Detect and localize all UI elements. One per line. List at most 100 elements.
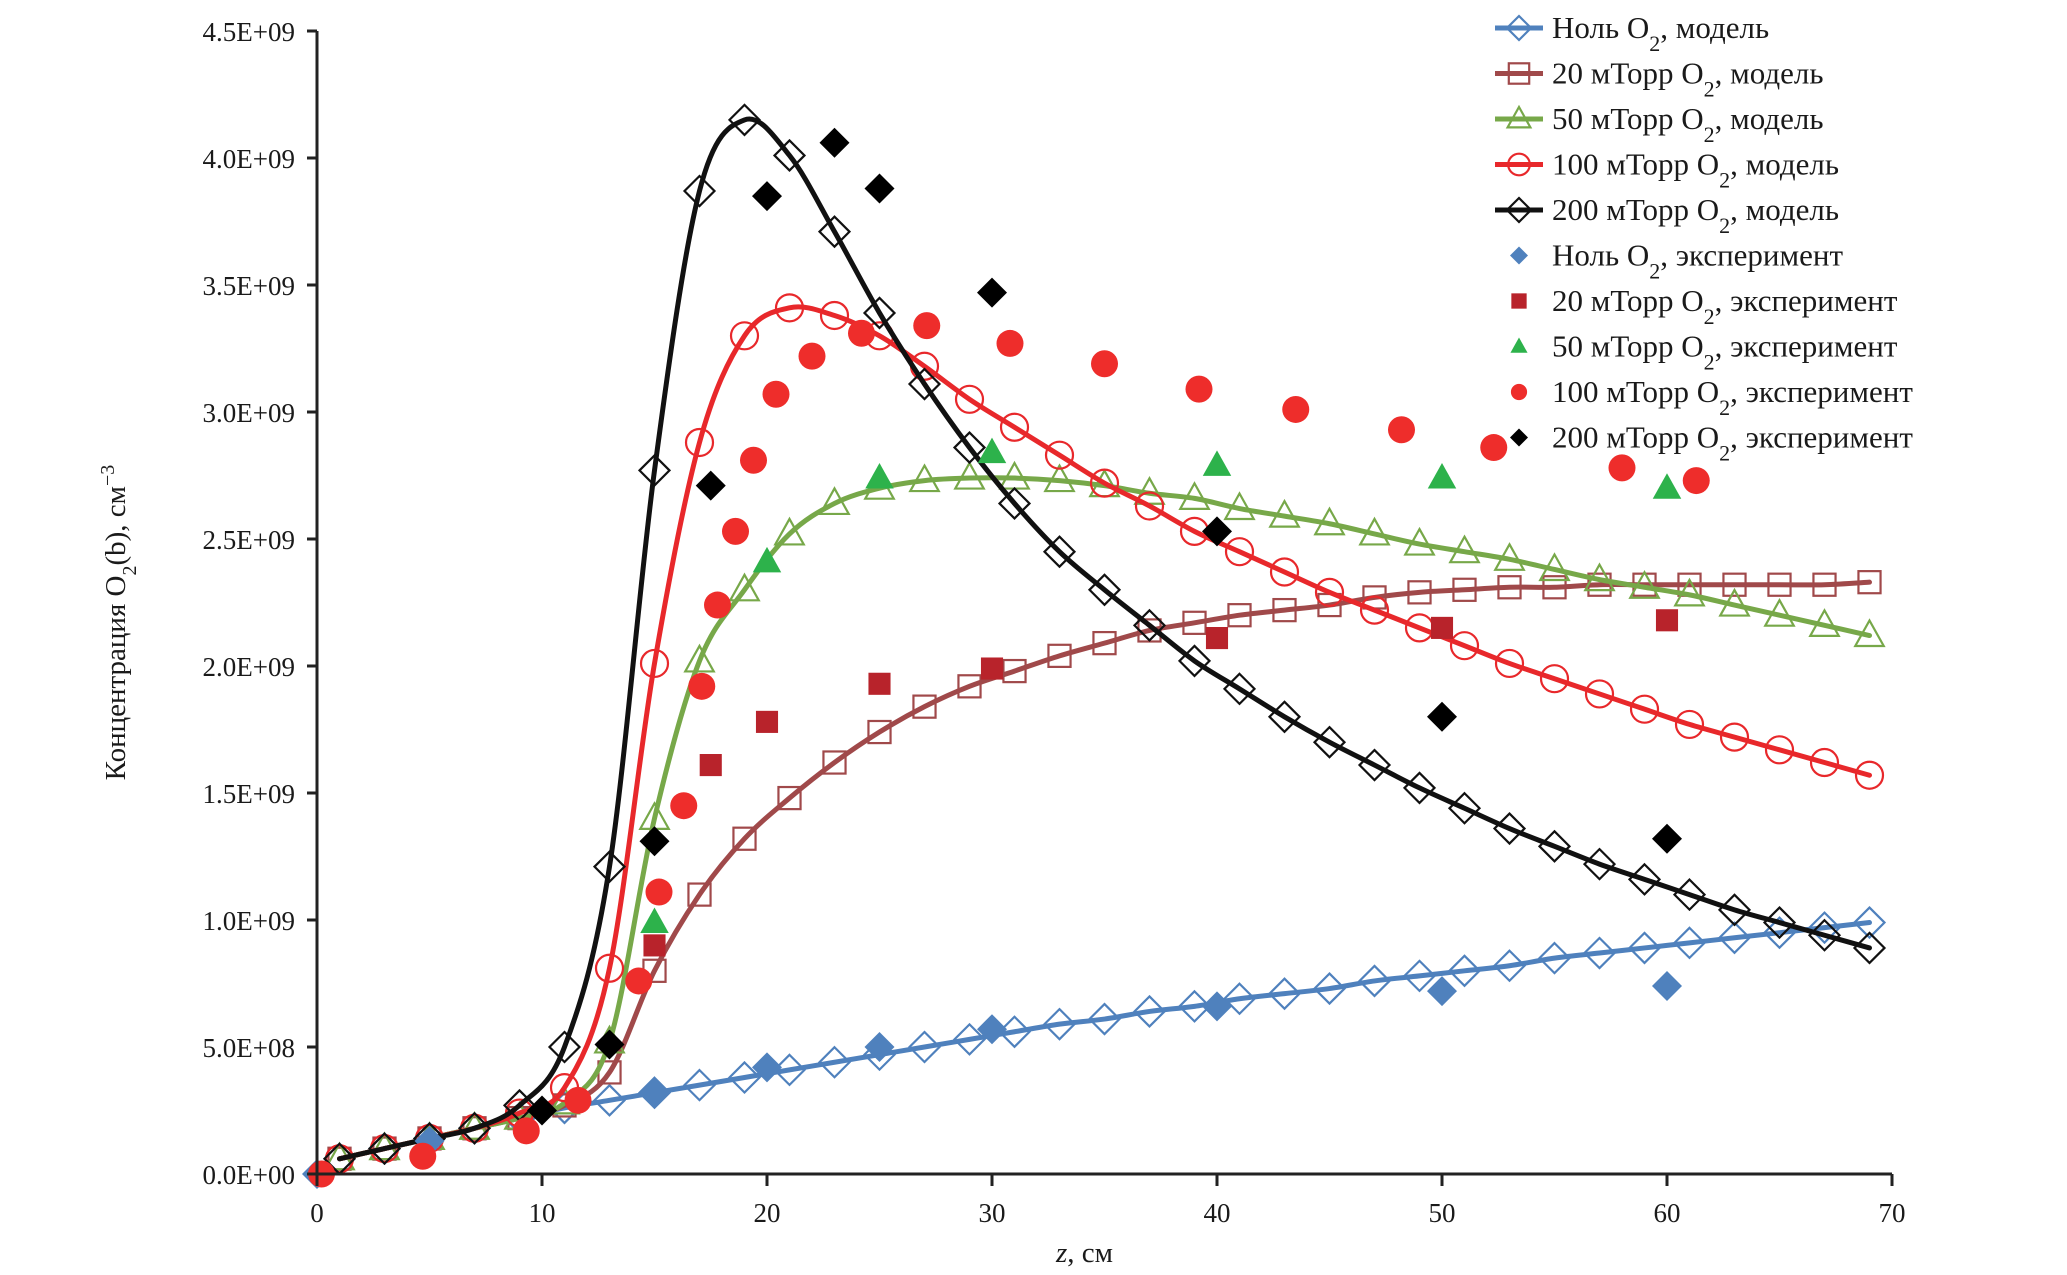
data-point-marker — [1447, 791, 1482, 825]
legend-label-suffix: , эксперимент — [1730, 374, 1913, 409]
data-point-marker — [1447, 954, 1482, 988]
data-point-marker — [1763, 597, 1796, 627]
data-point — [688, 672, 716, 700]
series-line — [337, 304, 1872, 1162]
data-point — [740, 446, 767, 474]
data-point — [639, 1077, 670, 1108]
data-point-marker — [1358, 516, 1391, 546]
data-point-marker — [1312, 972, 1347, 1006]
legend-label: 200 мТорр O2, эксперимент — [1552, 420, 1913, 466]
data-point-marker — [1224, 537, 1255, 567]
series-line — [337, 116, 1872, 1162]
legend-label: 20 мТорр O2, эксперимент — [1552, 283, 1898, 329]
data-point-marker — [1089, 468, 1120, 498]
data-point-marker — [952, 431, 987, 465]
data-point — [977, 437, 1007, 464]
data-point-marker — [1042, 535, 1077, 569]
legend-label-sub: 2 — [1719, 167, 1730, 192]
data-point — [1608, 454, 1636, 482]
data-point-marker — [1134, 491, 1165, 521]
data-point — [868, 672, 891, 695]
data-point-marker — [1267, 977, 1302, 1011]
y-tick-label: 2.5E+09 — [203, 525, 295, 555]
data-point-marker — [1808, 608, 1841, 637]
data-point — [864, 173, 895, 204]
data-point — [977, 277, 1007, 308]
data-point-marker — [592, 1083, 627, 1117]
data-point-marker — [773, 516, 806, 546]
data-point-marker — [732, 826, 757, 851]
data-point-marker — [1448, 534, 1481, 564]
data-point-marker — [1132, 608, 1167, 642]
data-point-marker — [818, 486, 851, 516]
data-point-marker — [1852, 905, 1887, 940]
y-tick-label: 3.5E+09 — [203, 271, 295, 301]
data-point-marker — [1132, 994, 1167, 1028]
legend-item: 20 мТорр O2, эксперимент — [1511, 283, 1898, 329]
data-point-marker — [547, 1030, 582, 1064]
legend-marker-icon — [1505, 14, 1533, 42]
legend-label: 100 мТорр O2, модель — [1552, 147, 1839, 193]
data-point — [913, 312, 941, 340]
data-point — [798, 342, 826, 370]
data-point-marker — [1672, 878, 1707, 912]
data-point-marker — [682, 174, 717, 208]
data-point — [996, 329, 1024, 357]
data-point-marker — [1407, 580, 1432, 605]
series-4-experiment — [527, 127, 1682, 1126]
data-point-marker — [1092, 630, 1117, 656]
data-point-marker — [1182, 610, 1207, 635]
legend-label-suffix: , эксперимент — [1660, 238, 1843, 273]
data-point-marker — [1268, 498, 1301, 528]
data-point-marker — [907, 1030, 942, 1064]
data-point-marker — [912, 694, 937, 719]
data-point — [594, 1029, 625, 1060]
data-point-marker — [1807, 911, 1842, 945]
data-point-marker — [367, 1132, 402, 1166]
data-point-marker — [1047, 643, 1072, 668]
legend-label-sub: 2 — [1704, 349, 1715, 374]
legend-marker-icon — [1510, 337, 1528, 353]
data-point — [864, 1032, 895, 1062]
data-point-marker — [1537, 829, 1572, 863]
data-point-marker — [819, 300, 850, 331]
data-point-marker — [592, 850, 627, 884]
y-axis-title-part: Концентрация O — [100, 576, 132, 781]
data-point-marker — [1357, 748, 1392, 782]
data-point — [1427, 701, 1457, 732]
data-point-marker — [1494, 648, 1525, 679]
data-point-marker — [1629, 694, 1660, 724]
data-point-marker — [1584, 679, 1615, 709]
y-tick-label: 1.0E+09 — [203, 906, 295, 936]
x-axis-title-var: z — [1055, 1237, 1067, 1269]
legend-label-suffix: , модель — [1660, 10, 1769, 45]
data-point-marker — [1359, 595, 1390, 625]
legend-label-prefix: 100 мТорр O — [1552, 147, 1719, 182]
legend-marker-icon — [1507, 62, 1531, 85]
data-point-marker — [1717, 893, 1752, 927]
data-point-marker — [1044, 440, 1075, 470]
data-point-marker — [1582, 847, 1617, 881]
legend-label-suffix: , эксперимент — [1715, 329, 1898, 364]
data-point — [1427, 976, 1457, 1007]
data-point — [977, 1014, 1007, 1045]
data-point-marker — [867, 719, 892, 745]
data-point-marker — [1809, 747, 1840, 778]
data-point-marker — [1267, 700, 1302, 734]
data-point-marker — [1582, 936, 1617, 970]
legend-label-sub: 2 — [1719, 440, 1730, 465]
x-tick-label: 10 — [529, 1198, 556, 1228]
legend-label: 200 мТорр O2, модель — [1552, 192, 1839, 238]
data-point-marker — [727, 1060, 762, 1095]
data-point-marker — [1854, 760, 1885, 790]
data-point — [1388, 416, 1415, 444]
legend-label-prefix: 20 мТорр O — [1552, 283, 1704, 318]
x-axis-title: z, см — [1055, 1237, 1113, 1269]
legend-label: 50 мТорр O2, модель — [1552, 101, 1823, 147]
y-axis-title-sub: 2 — [119, 566, 141, 576]
legend-marker-icon — [1510, 383, 1528, 401]
data-point-marker — [1673, 577, 1706, 607]
data-point-marker — [1222, 672, 1257, 706]
